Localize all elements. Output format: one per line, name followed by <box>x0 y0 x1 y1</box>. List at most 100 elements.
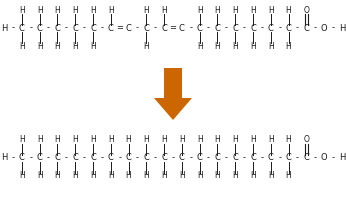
Text: C: C <box>250 23 256 33</box>
Text: C: C <box>143 23 149 33</box>
Text: -: - <box>261 23 263 33</box>
Text: H: H <box>37 172 43 180</box>
Text: H: H <box>90 42 96 50</box>
Text: C: C <box>215 23 220 33</box>
Text: H: H <box>215 172 220 180</box>
Text: -: - <box>278 23 281 33</box>
Text: C: C <box>143 153 149 163</box>
Text: H: H <box>250 6 256 15</box>
Text: C: C <box>19 23 25 33</box>
Text: H: H <box>72 172 78 180</box>
Text: C: C <box>72 153 78 163</box>
Text: C: C <box>268 23 274 33</box>
Text: -: - <box>136 153 139 163</box>
Text: O: O <box>303 6 309 15</box>
Text: -: - <box>207 153 210 163</box>
Text: -: - <box>225 153 228 163</box>
Text: -: - <box>100 153 103 163</box>
Text: -: - <box>29 23 32 33</box>
Text: H: H <box>197 172 202 180</box>
Text: H: H <box>19 42 25 50</box>
Text: -: - <box>11 153 15 163</box>
Text: O: O <box>321 153 327 163</box>
Text: C: C <box>303 153 309 163</box>
Text: H: H <box>72 136 78 145</box>
Text: H: H <box>250 42 256 50</box>
Text: C: C <box>179 23 185 33</box>
Text: -: - <box>207 23 210 33</box>
Text: O: O <box>303 136 309 145</box>
Text: H: H <box>126 136 131 145</box>
Text: H: H <box>250 136 256 145</box>
Text: H: H <box>233 42 238 50</box>
Text: H: H <box>55 6 60 15</box>
Text: C: C <box>54 153 60 163</box>
Text: -: - <box>29 153 32 163</box>
Text: -: - <box>278 153 281 163</box>
Text: C: C <box>108 153 114 163</box>
Text: -: - <box>154 153 157 163</box>
Text: -: - <box>100 23 103 33</box>
Text: H: H <box>72 6 78 15</box>
Text: H: H <box>90 136 96 145</box>
Text: C: C <box>215 153 220 163</box>
Text: -: - <box>47 23 50 33</box>
Text: H: H <box>215 136 220 145</box>
Text: -: - <box>296 23 299 33</box>
Text: -: - <box>261 153 263 163</box>
Text: H: H <box>339 153 345 163</box>
Text: H: H <box>268 42 274 50</box>
Text: C: C <box>54 23 60 33</box>
Text: -: - <box>118 153 121 163</box>
Text: C: C <box>232 23 238 33</box>
Text: H: H <box>37 136 43 145</box>
Text: H: H <box>286 136 291 145</box>
Text: H: H <box>144 6 149 15</box>
Text: H: H <box>286 6 291 15</box>
Text: H: H <box>179 136 185 145</box>
Text: C: C <box>232 153 238 163</box>
Text: C: C <box>37 153 43 163</box>
Text: H: H <box>126 172 131 180</box>
Text: C: C <box>268 153 274 163</box>
Text: -: - <box>314 153 317 163</box>
Text: -: - <box>225 23 228 33</box>
Text: -: - <box>189 153 192 163</box>
Text: H: H <box>144 136 149 145</box>
Text: H: H <box>108 172 113 180</box>
Text: H: H <box>144 172 149 180</box>
Text: H: H <box>339 23 345 33</box>
Text: H: H <box>55 172 60 180</box>
Text: H: H <box>108 136 113 145</box>
Text: H: H <box>37 42 43 50</box>
Text: H: H <box>197 6 202 15</box>
Text: C: C <box>108 23 114 33</box>
Text: H: H <box>1 23 7 33</box>
Text: -: - <box>11 23 15 33</box>
Text: -: - <box>296 153 299 163</box>
Text: -: - <box>154 23 157 33</box>
Text: O: O <box>321 23 327 33</box>
Text: H: H <box>90 6 96 15</box>
Text: C: C <box>126 23 131 33</box>
Text: H: H <box>161 172 167 180</box>
Text: H: H <box>197 42 202 50</box>
Text: H: H <box>233 172 238 180</box>
Text: -: - <box>65 153 68 163</box>
Text: H: H <box>268 172 274 180</box>
Text: C: C <box>19 153 25 163</box>
Text: -: - <box>83 23 85 33</box>
Text: H: H <box>286 172 291 180</box>
Text: C: C <box>161 153 167 163</box>
Text: H: H <box>144 42 149 50</box>
Text: -: - <box>243 153 246 163</box>
Text: H: H <box>233 136 238 145</box>
Text: H: H <box>215 6 220 15</box>
Text: H: H <box>90 172 96 180</box>
Text: H: H <box>19 136 25 145</box>
Text: C: C <box>197 23 203 33</box>
Text: H: H <box>268 136 274 145</box>
Text: H: H <box>215 42 220 50</box>
Text: H: H <box>233 6 238 15</box>
Text: -: - <box>47 153 50 163</box>
